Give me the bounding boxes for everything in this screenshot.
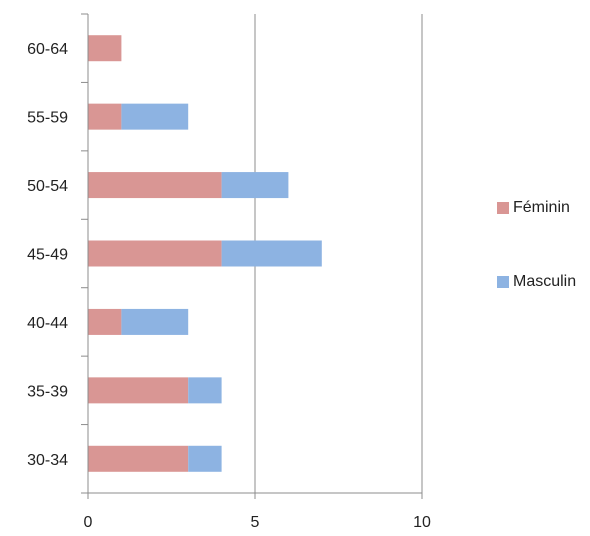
legend-item-feminin: Féminin <box>497 199 570 217</box>
y-tick-label-50-54: 50-54 <box>27 178 68 195</box>
bar-masculin-40-44 <box>121 308 189 335</box>
bar-feminin-45-49 <box>88 240 222 267</box>
bar-feminin-60-64 <box>88 35 122 62</box>
bar-feminin-55-59 <box>88 103 122 130</box>
legend-item-masculin: Masculin <box>497 273 576 291</box>
y-tick-label-60-64: 60-64 <box>27 41 68 58</box>
y-tick-label-45-49: 45-49 <box>27 247 68 264</box>
y-tick-label-30-34: 30-34 <box>27 452 68 469</box>
bar-masculin-50-54 <box>221 172 289 199</box>
bar-masculin-55-59 <box>121 103 189 130</box>
legend-label-masculin: Masculin <box>513 273 577 290</box>
legend-label-feminin: Féminin <box>513 199 570 216</box>
bar-masculin-30-34 <box>188 445 222 472</box>
bar-feminin-35-39 <box>88 377 189 404</box>
legend-swatch-masculin <box>497 276 509 288</box>
x-tick-label-10: 10 <box>413 514 431 531</box>
x-tick-label-5: 5 <box>251 514 260 531</box>
y-tick-label-40-44: 40-44 <box>27 315 68 332</box>
bar-feminin-40-44 <box>88 308 122 335</box>
bar-masculin-45-49 <box>221 240 322 267</box>
y-tick-label-55-59: 55-59 <box>27 110 68 127</box>
legend-swatch-feminin <box>497 202 509 214</box>
bar-masculin-35-39 <box>188 377 222 404</box>
x-tick-label-0: 0 <box>84 514 93 531</box>
bar-feminin-30-34 <box>88 445 189 472</box>
bar-feminin-50-54 <box>88 172 222 199</box>
y-tick-label-35-39: 35-39 <box>27 383 68 400</box>
